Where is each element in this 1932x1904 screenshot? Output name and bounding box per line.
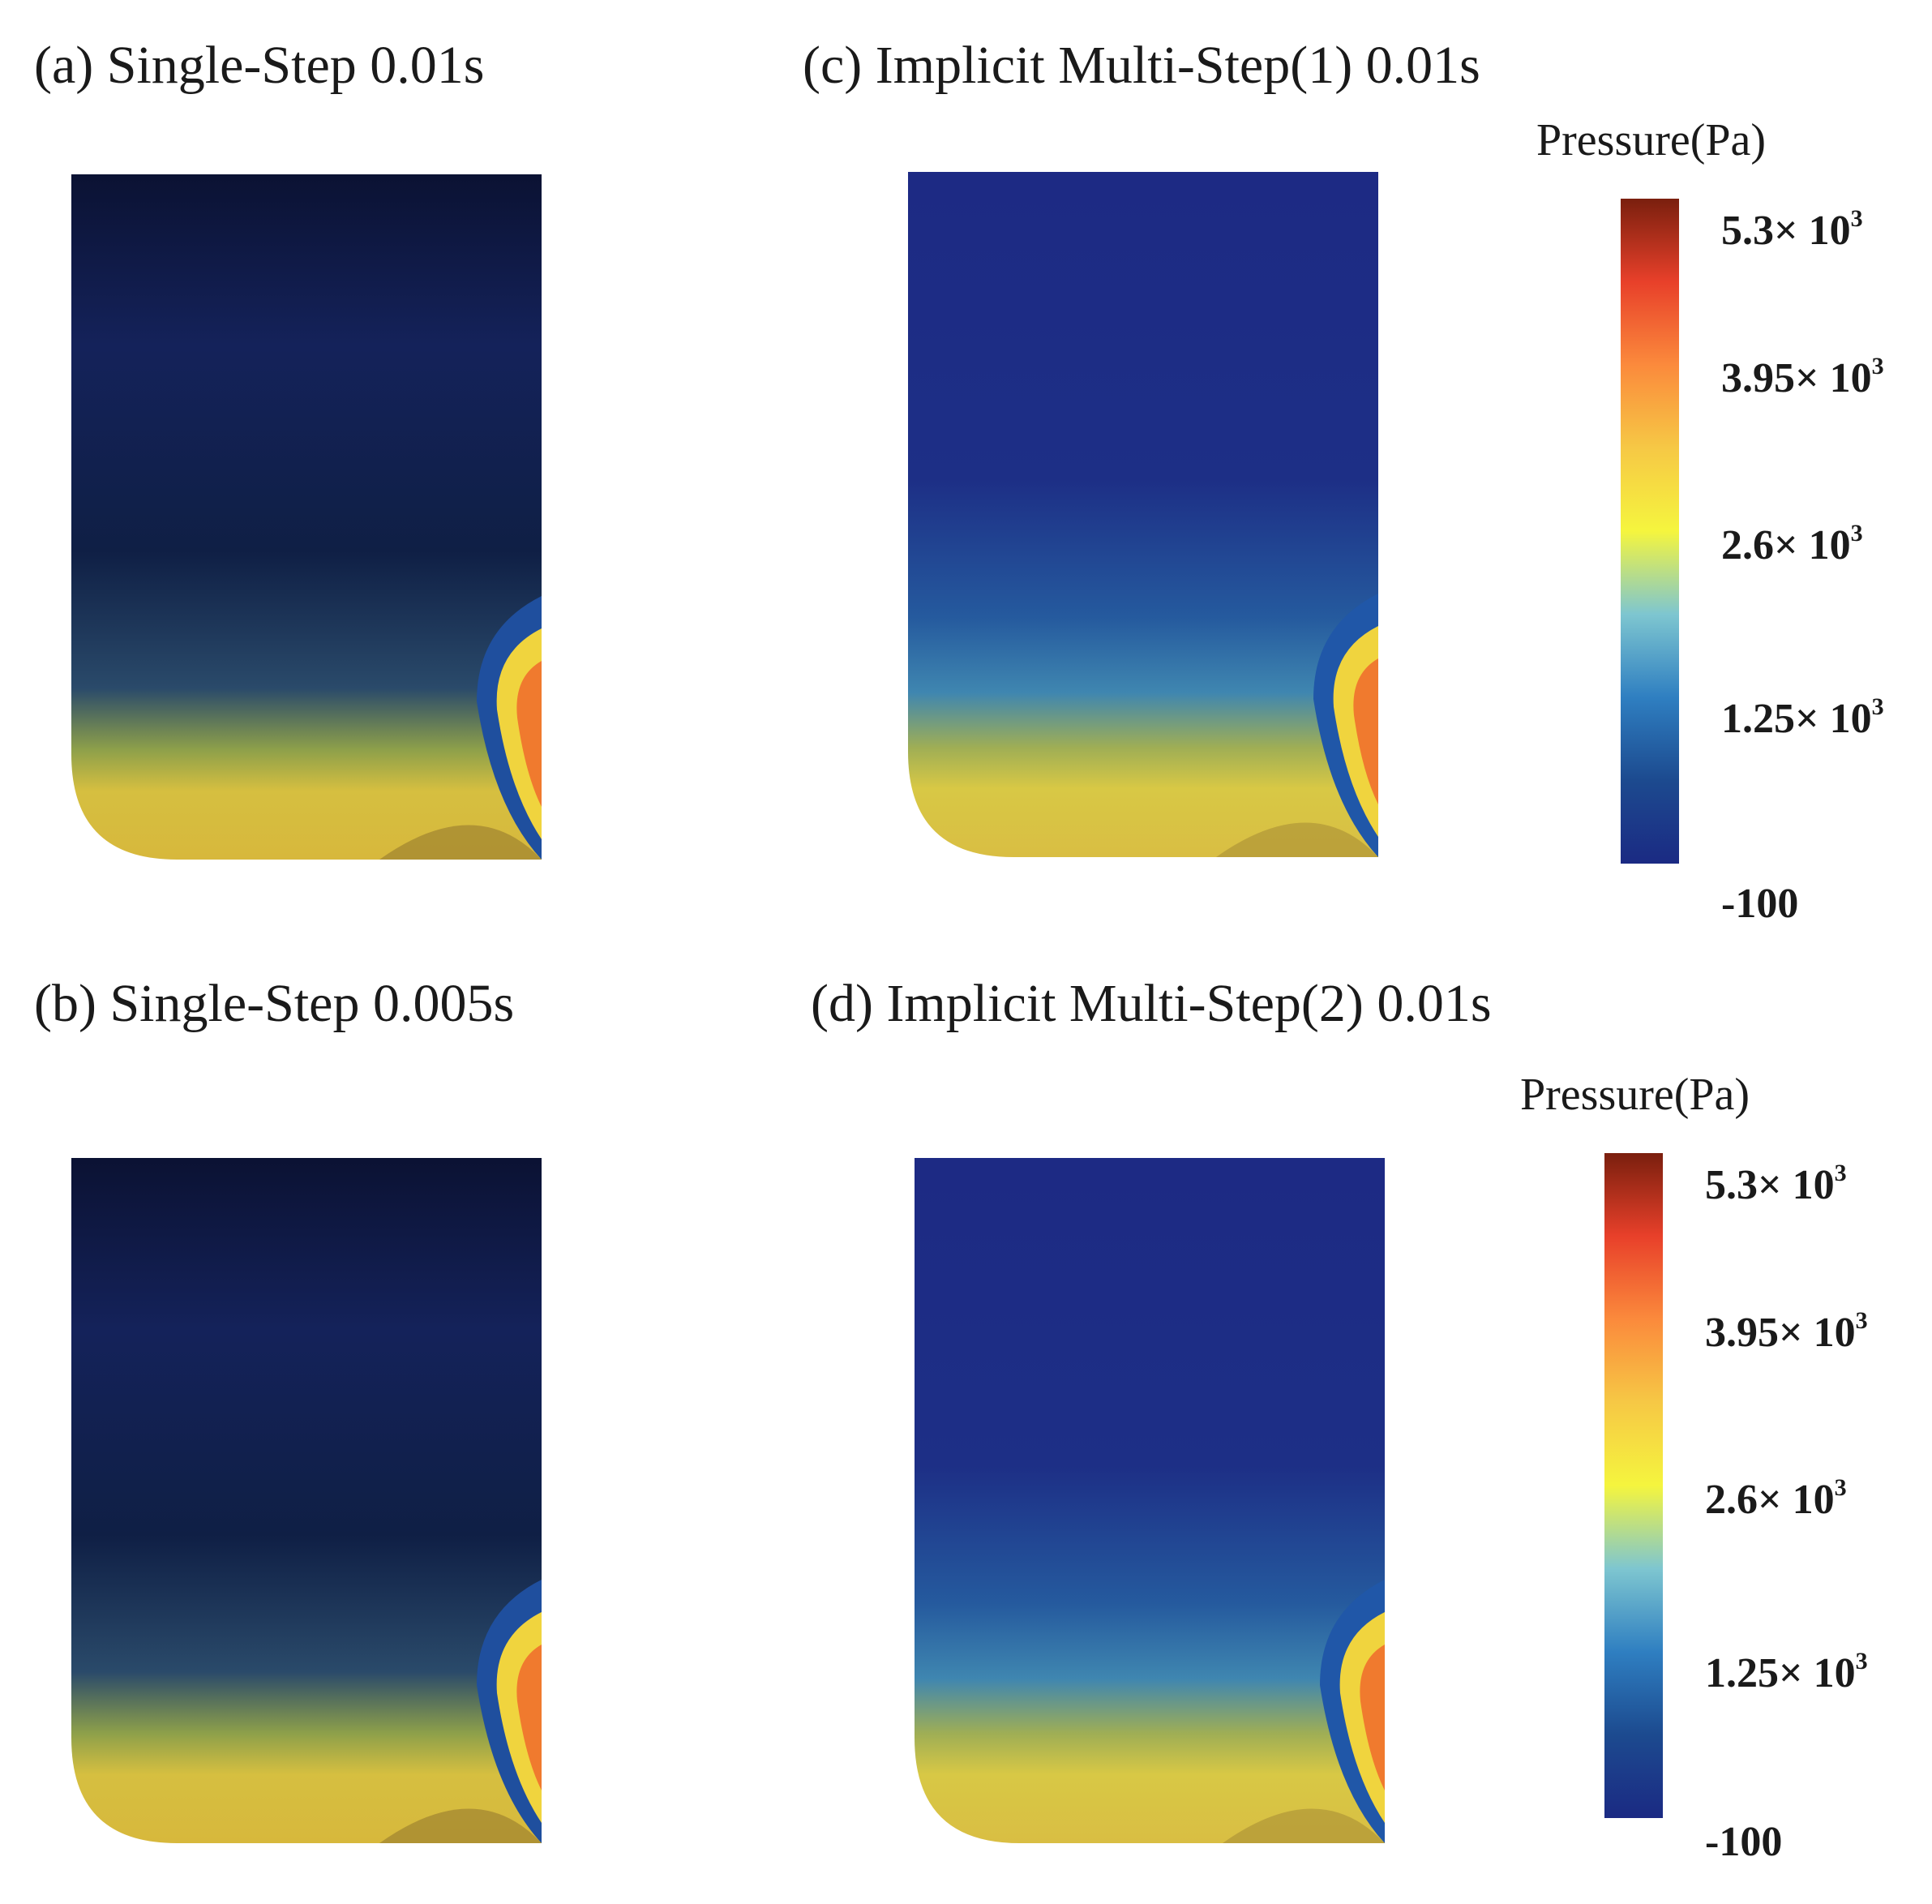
legend-title: Pressure(Pa) (1536, 115, 1767, 165)
colorbar (1621, 199, 1679, 864)
panel-d-title: (d) Implicit Multi-Step(2) 0.01s (811, 974, 1492, 1033)
panel-b-pressure-field (71, 1158, 542, 1843)
pressure-legend-bottom: Pressure(Pa) 5.3× 103 3.95× 103 2.6× 103… (1520, 1070, 1868, 1863)
legend-tick: 2.6× 103 (1705, 1474, 1847, 1523)
panel-c-pressure-field (908, 172, 1378, 857)
panel-a-title: (a) Single-Step 0.01s (34, 36, 485, 95)
panel-a-pressure-field (71, 174, 542, 860)
panel-c-title: (c) Implicit Multi-Step(1) 0.01s (803, 36, 1480, 95)
legend-tick: 1.25× 103 (1705, 1648, 1868, 1696)
legend-tick: 5.3× 103 (1705, 1160, 1847, 1208)
legend-tick: 3.95× 103 (1721, 353, 1884, 401)
legend-tick: 2.6× 103 (1721, 520, 1863, 568)
legend-tick: 5.3× 103 (1721, 205, 1863, 254)
colorbar (1604, 1153, 1663, 1818)
legend-tick: 3.95× 103 (1705, 1307, 1868, 1356)
panel-d-pressure-field (915, 1158, 1385, 1843)
legend-tick: -100 (1705, 1819, 1783, 1865)
legend-tick: -100 (1721, 881, 1799, 927)
panel-b-title: (b) Single-Step 0.005s (34, 974, 515, 1033)
pressure-legend-top: Pressure(Pa) 5.3× 103 3.95× 103 2.6× 103… (1536, 115, 1884, 925)
legend-tick: 1.25× 103 (1721, 693, 1884, 742)
legend-title: Pressure(Pa) (1520, 1070, 1750, 1120)
